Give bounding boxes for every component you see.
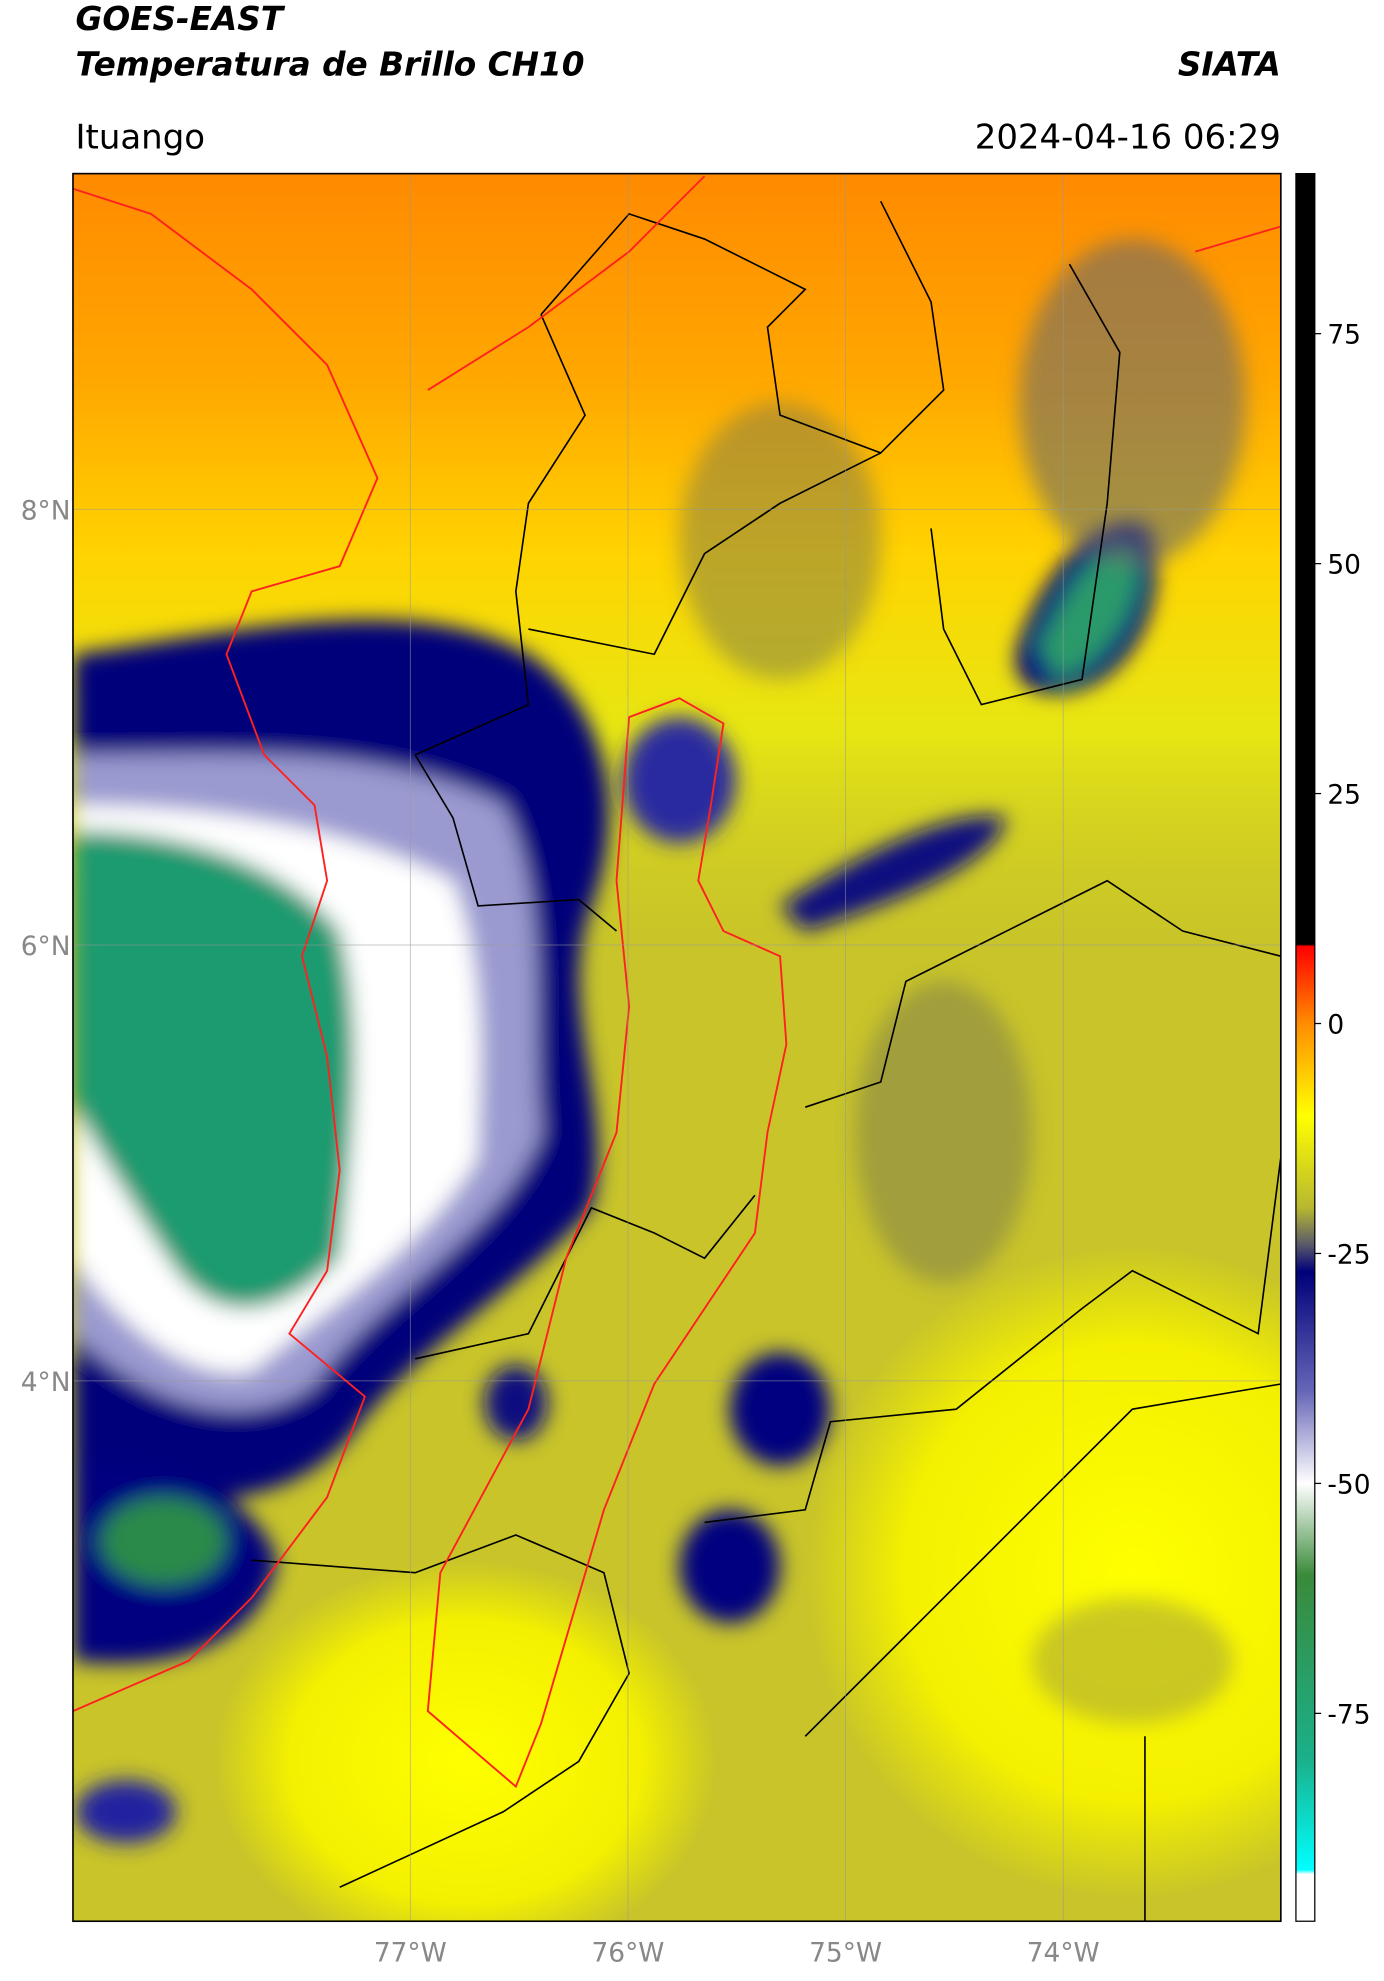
colorbar-tick-label: -25 [1327,1240,1370,1271]
colorbar-tick-label: -50 [1327,1469,1370,1500]
lon-tick-label: 77°W [374,1937,447,1968]
cloud-features [72,239,1246,1844]
region-borders [72,175,1281,1789]
lat-tick-label: 4°N [21,1367,71,1398]
title-line1: GOES-EAST [75,0,285,38]
colorbar-tick-label: 0 [1327,1010,1344,1041]
region: Ituango [75,117,205,157]
lat-tick-label: 8°N [21,495,71,526]
lat-tick-label: 6°N [21,931,71,962]
colorbar-tick-label: -75 [1327,1699,1370,1730]
satellite-image [72,173,1281,1922]
colorbar-tick-label: 25 [1327,780,1361,811]
colorbar-tick-label: 50 [1327,550,1361,581]
map-ticks: 8°N 6°N 4°N 77°W 76°W 75°W 74°W [21,495,1100,1968]
source: SIATA [1178,45,1281,83]
graticule [72,173,1281,1922]
lon-tick-label: 76°W [591,1937,664,1968]
datetime: 2024-04-16 06:29 [975,117,1281,157]
borders [251,200,1281,1922]
colorbar-ticks: 75 50 25 0 -25 -50 -75 [1314,320,1371,1730]
lon-tick-label: 74°W [1027,1937,1100,1968]
colorbar [1295,172,1316,1922]
colorbar-tick-label: 75 [1327,320,1361,351]
lon-tick-label: 75°W [809,1937,882,1968]
map-frame [72,172,1282,1923]
title-line2: Temperatura de Brillo CH10 [75,45,584,83]
